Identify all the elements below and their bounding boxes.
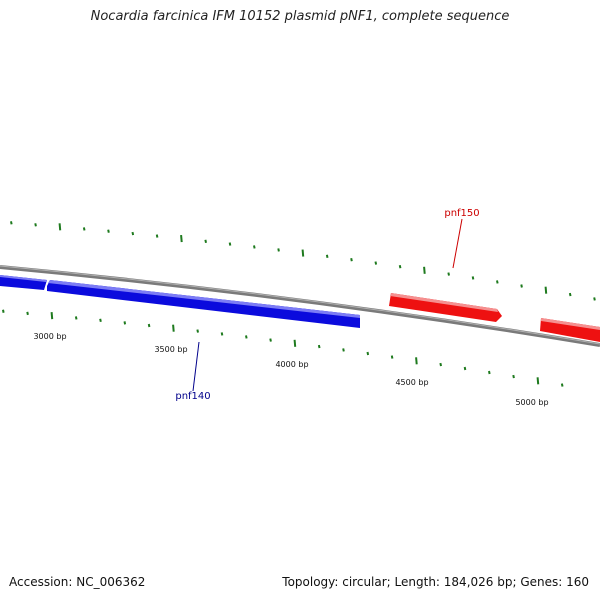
outer-row-minor-tick [593,297,596,301]
inner-row-minor-tick [123,321,127,325]
gene-pnf150-arrow-highlight [390,293,498,312]
inner-row-major-tick [293,339,297,347]
topology-summary-text: Topology: circular; Length: 184,026 bp; … [282,575,589,589]
inner-row-minor-tick [439,362,442,367]
ruler-label-5000: 5000 bp [515,398,548,407]
pnf140-leader-line [192,341,200,392]
plasmid-backbone [0,265,600,347]
inner-row-minor-tick [147,323,151,328]
inner-row-minor-tick [317,344,321,349]
pnf150-leader-line [452,218,463,269]
ruler-label-4000: 4000 bp [275,360,308,369]
outer-row-minor-tick [447,272,450,276]
outer-row-minor-tick [325,254,329,259]
outer-row-minor-tick [374,261,378,265]
outer-row-minor-tick [107,229,110,233]
inner-row-minor-tick [366,351,370,356]
inner-row-major-tick [172,324,175,332]
outer-row-minor-tick [277,248,280,252]
outer-row-minor-tick [131,231,135,236]
gene-pnf140-arrow[interactable] [47,280,360,328]
outer-row-minor-tick [568,292,572,297]
inner-row-minor-tick [245,335,248,339]
gene-label-pnf150[interactable]: pnf150 [444,208,479,219]
ruler-label-3000: 3000 bp [33,332,66,341]
inner-row-minor-tick [26,311,29,316]
inner-row-major-tick [536,377,540,385]
outer-row-minor-tick [471,276,475,280]
outer-row-minor-tick [228,242,232,246]
outer-row-minor-tick [520,284,523,288]
map-title: Nocardia farcinica IFM 10152 plasmid pNF… [90,9,510,24]
gene-label-pnf140[interactable]: pnf140 [175,391,210,402]
outer-row-major-tick [180,235,183,243]
outer-row-minor-tick [34,223,37,227]
gene-pnf150-arrow[interactable] [389,293,502,322]
inner-tick-row [2,309,564,387]
outer-tick-row [10,221,596,301]
gene-arrow-forward-right[interactable] [540,318,600,342]
outer-row-minor-tick [253,245,256,249]
outer-row-major-tick [423,266,426,274]
gene-arrow-reverse-left-highlight [0,275,47,282]
accession-text: Accession: NC_006362 [9,575,146,589]
inner-row-minor-tick [463,366,467,371]
gene-arrow-forward-right-highlight [541,318,600,330]
ruler-label-3500: 3500 bp [154,345,187,354]
inner-row-minor-tick [220,332,224,336]
outer-row-minor-tick [496,280,499,284]
outer-row-minor-tick [10,221,13,225]
ruler-label-4500: 4500 bp [395,378,428,387]
outer-row-major-tick [544,286,548,294]
inner-row-minor-tick [342,348,345,352]
inner-row-major-tick [50,312,54,320]
inner-row-minor-tick [512,374,515,379]
inner-row-major-tick [415,357,418,365]
inner-row-minor-tick [269,338,272,342]
plasmid-backbone-highlight [0,265,600,345]
inner-row-minor-tick [99,318,102,323]
outer-row-minor-tick [350,257,353,262]
outer-row-minor-tick [398,264,402,269]
outer-row-minor-tick [82,227,86,231]
inner-row-minor-tick [2,309,5,313]
gene-pnf140-arrow-highlight [48,280,360,318]
outer-row-minor-tick [155,234,159,238]
inner-row-minor-tick [196,329,199,333]
outer-row-major-tick [58,223,62,231]
inner-row-minor-tick [560,383,564,387]
outer-row-minor-tick [204,239,207,243]
inner-row-minor-tick [74,316,78,320]
outer-row-major-tick [301,249,305,257]
inner-row-minor-tick [390,355,394,359]
inner-row-minor-tick [488,370,491,375]
